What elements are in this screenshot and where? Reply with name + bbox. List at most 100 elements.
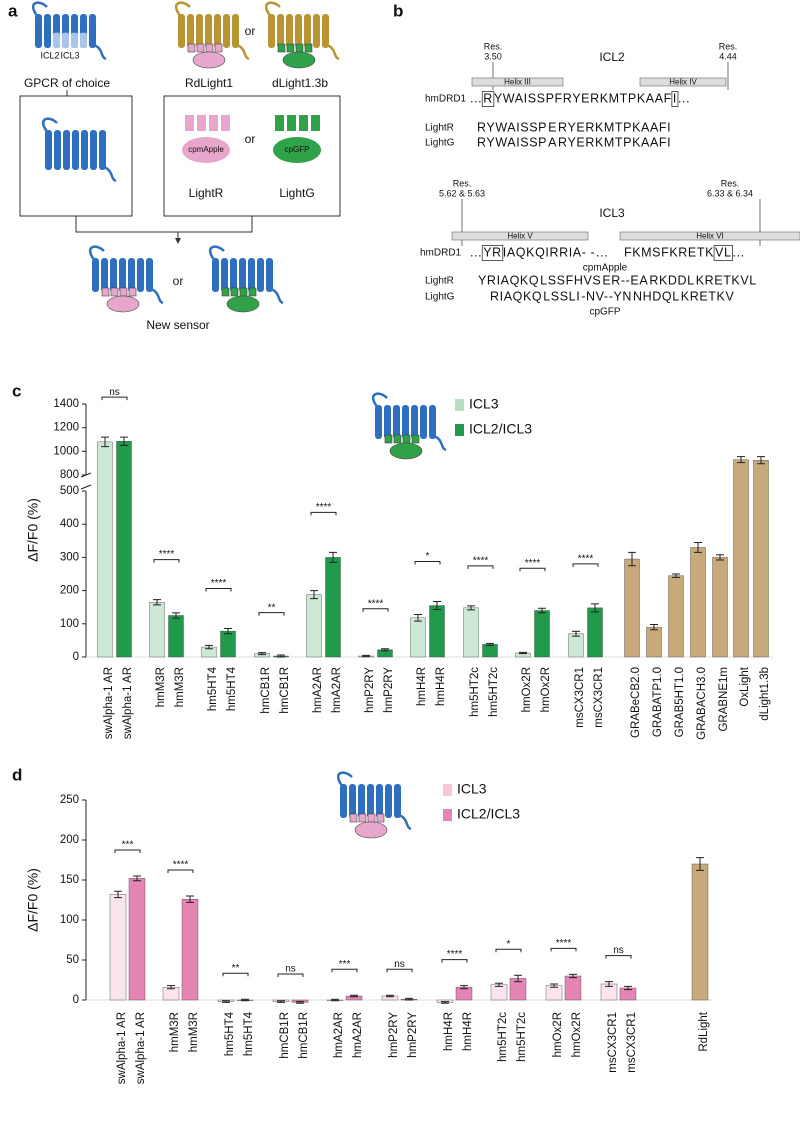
x-tick-label: hmH4R [416,667,428,706]
significance-label: ** [232,963,240,974]
receptor-helix [322,14,329,48]
y-tick-label: 200 [60,585,79,597]
sequence-segment: NHDQL [633,289,680,303]
receptor-helix [223,14,230,48]
receptor-helix [137,258,144,292]
x-tick-label: GRABACH3.0 [696,667,708,740]
module-linker [230,287,239,297]
error-bar [241,998,249,1002]
x-tick-label: hmOx2R [552,1012,564,1057]
x-tick-label: hmA2AR [333,1012,345,1058]
sequence-segment: KRETKV [681,289,735,303]
y-tick-label: 300 [60,551,79,563]
receptor-helix [99,130,106,170]
x-tick-label: hmP2RY [364,667,376,713]
label: LightG [279,186,314,200]
residue-box [481,91,495,107]
label: LightG [425,138,455,149]
receptor-helix [230,258,237,292]
label: Res. [453,178,472,188]
module-linker [299,115,308,131]
bar [712,557,728,658]
receptor-helix [35,14,42,48]
receptor-helix [385,784,392,818]
significance-label: ** [268,602,276,613]
panel-label: b [393,1,403,20]
x-tick-label: hmH4R [462,1012,474,1051]
sequence-segment: ... [596,245,608,259]
label: LightG [425,292,455,303]
label: New sensor [146,318,209,332]
receptor-helix [393,405,400,439]
error-bar [624,985,632,991]
receptor-helix [375,405,382,439]
module-linker [304,43,313,53]
error-bar [329,551,337,563]
label: 4.44 [719,51,737,61]
error-bar [538,607,546,614]
error-bar [519,651,527,655]
label: 3.50 [484,51,502,61]
connector [75,216,253,240]
significance-bracket [386,968,413,973]
sequence-segment: YRIAQKQ [478,273,539,287]
receptor-helix [429,405,436,439]
error-bar [694,541,702,553]
receptor-loop [53,32,60,48]
x-tick-label: hmA2AR [312,667,324,713]
significance-bracket [277,973,304,977]
receptor-loop [71,32,78,48]
x-tick-label: msCX3CR1 [593,667,605,728]
x-tick-label: GRABATP1.0 [652,667,664,737]
label: or [173,274,184,288]
legend-label: ICL2/ICL3 [469,421,532,437]
label: ICL2 [40,50,59,60]
y-tick-label: 400 [60,518,79,530]
error-bar [101,436,109,448]
significance-label: **** [368,598,384,609]
receptor-loop [80,32,87,48]
receptor-helix [248,258,255,292]
y-tick-label: 150 [60,874,79,886]
bar [587,607,603,658]
significance-bracket [441,959,468,963]
error-bar [591,603,599,613]
receptor-helix [63,130,70,170]
significance-label: * [507,939,511,950]
error-bar [550,983,558,988]
error-bar [737,456,745,464]
significance-label: **** [173,860,189,871]
sensor-module [226,295,260,313]
module-linker [214,43,223,53]
module-linker [101,287,110,297]
receptor-helix [205,14,212,48]
label: cpmApple [583,263,628,274]
arrowhead [175,238,181,244]
error-bar [172,612,180,619]
module-linker [358,813,367,823]
label: LightR [425,276,454,287]
significance-label: *** [122,840,134,851]
error-bar [569,973,577,979]
receptor-helix [178,14,185,48]
x-tick-label: swAlpha-1 AR [116,1012,128,1084]
module-linker [402,434,411,444]
receptor-terminus [236,43,250,61]
x-tick-label: hmH4R [435,667,447,706]
x-tick-label: swAlpha-1 AR [103,667,115,739]
sequence-segment: RIAQKQ [490,289,542,303]
x-tick-label: hmCB1R [298,1012,310,1059]
receptor-helix [394,784,401,818]
significance-label: * [426,551,430,562]
legend-label: ICL3 [457,781,487,797]
receptor-helix [420,405,427,439]
receptor-helix [358,784,365,818]
significance-bracket [495,948,522,953]
x-tick-label: RdLight [698,1011,710,1051]
bar [306,594,322,658]
sequence-segment: R [483,91,493,105]
x-tick-label: hm5HT2c [497,1012,509,1062]
significance-label: **** [556,938,572,949]
sequence-segment: ... [470,245,482,259]
bar [534,610,550,658]
